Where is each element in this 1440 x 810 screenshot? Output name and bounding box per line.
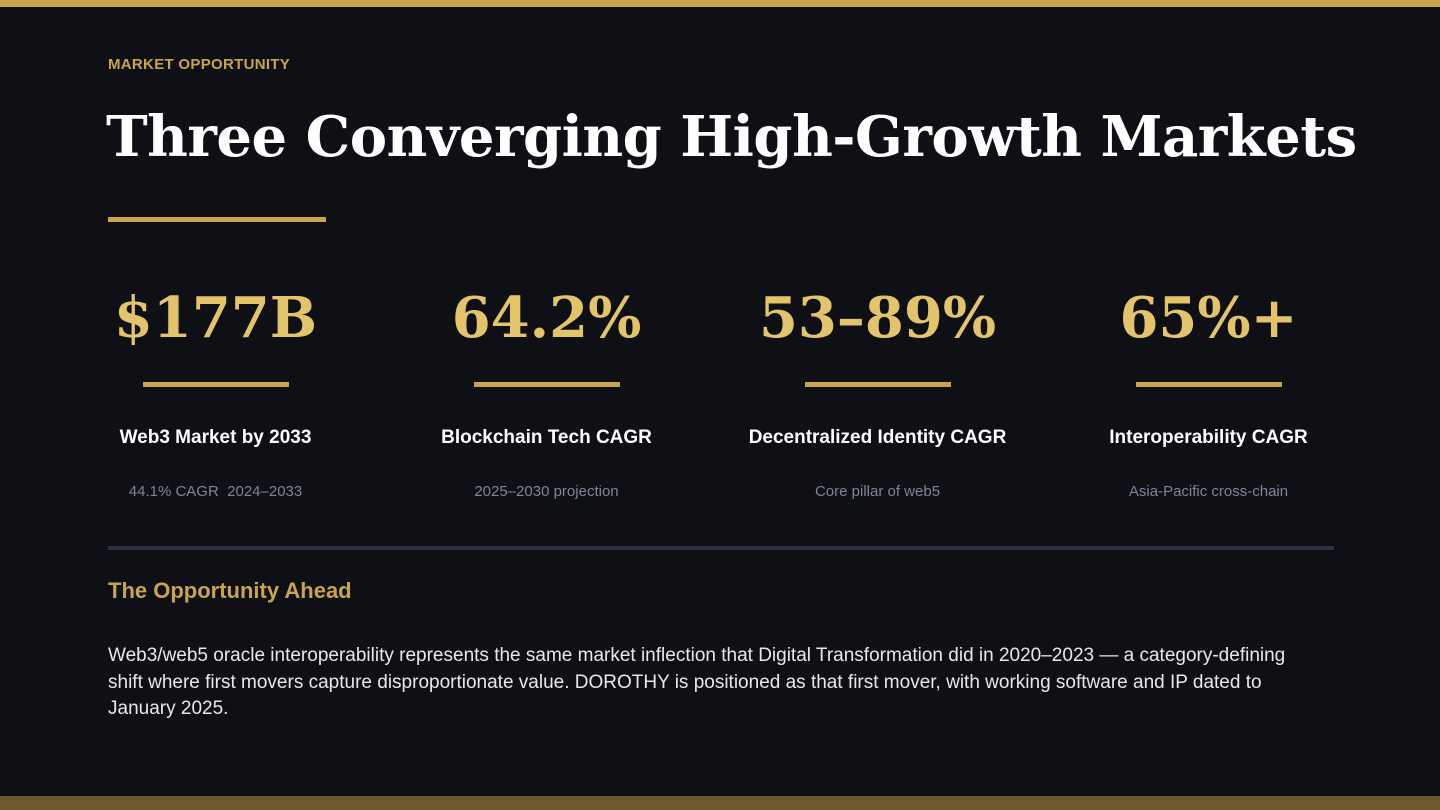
- stat-label: Blockchain Tech CAGR: [441, 427, 652, 448]
- stat-caption: Asia-Pacific cross-chain: [1128, 483, 1289, 500]
- stat-value: $177B: [113, 285, 318, 351]
- stat-web3-market: $177B Web3 Market by 2033 44.1% CAGR 202…: [50, 280, 381, 500]
- stat-caption: 2025–2030 projection: [474, 483, 619, 500]
- bottom-accent-bar: [0, 796, 1440, 810]
- stat-value: 53–89%: [758, 285, 997, 351]
- stat-underline: [473, 382, 620, 387]
- opportunity-body: Web3/web5 oracle interoperability repres…: [108, 645, 1286, 719]
- section-divider: [108, 546, 1334, 550]
- stat-underline: [804, 382, 951, 387]
- stat-underline: [142, 382, 289, 387]
- page-title: Three Converging High-Growth Markets: [106, 104, 1357, 170]
- stat-caption: Core pillar of web5: [814, 483, 941, 500]
- stat-value: 65%+: [1119, 285, 1298, 351]
- title-underline: [108, 217, 326, 222]
- stat-label: Decentralized Identity CAGR: [748, 427, 1007, 448]
- stat-interoperability-cagr: 65%+ Interoperability CAGR Asia-Pacific …: [1043, 280, 1374, 500]
- section-eyebrow: MARKET OPPORTUNITY: [108, 56, 291, 73]
- stat-label: Interoperability CAGR: [1109, 427, 1308, 448]
- stat-caption: 44.1% CAGR 2024–2033: [128, 483, 303, 500]
- stat-label: Web3 Market by 2033: [119, 427, 312, 448]
- stat-decentralized-identity-cagr: 53–89% Decentralized Identity CAGR Core …: [712, 280, 1043, 500]
- stat-value: 64.2%: [451, 285, 642, 351]
- stat-blockchain-cagr: 64.2% Blockchain Tech CAGR 2025–2030 pro…: [381, 280, 712, 500]
- opportunity-heading: The Opportunity Ahead: [108, 578, 352, 603]
- stat-underline: [1135, 382, 1282, 387]
- top-accent-bar: [0, 0, 1440, 7]
- stats-row: $177B Web3 Market by 2033 44.1% CAGR 202…: [50, 280, 1374, 520]
